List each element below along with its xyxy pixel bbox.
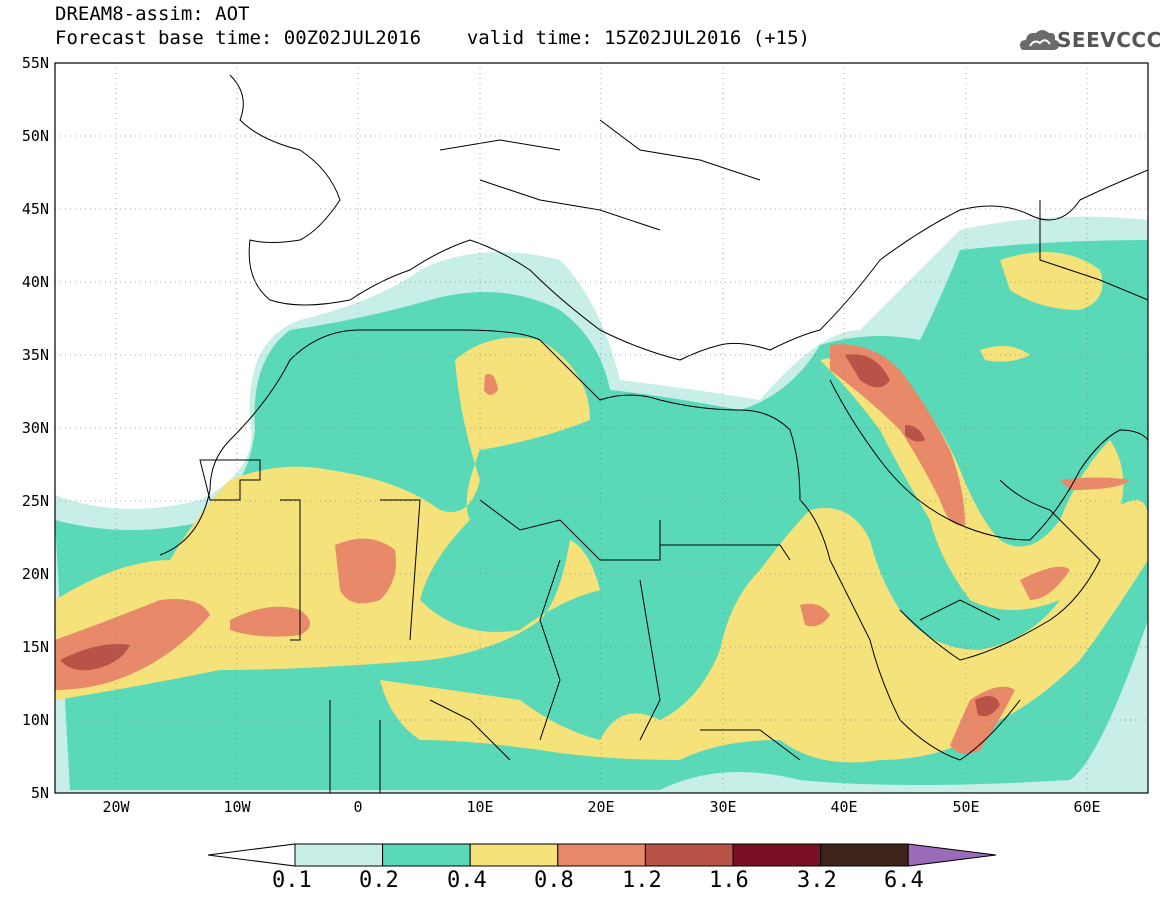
valid-time: valid time: 15Z02JUL2016 (+15) — [466, 27, 810, 49]
map-frame — [54, 62, 1149, 794]
colorbar-right-arrow — [907, 843, 997, 867]
colorbar-label: 1.2 — [622, 868, 662, 893]
lon-label: 10W — [223, 798, 251, 816]
lon-label: 20E — [587, 798, 614, 816]
lat-label: 10N — [22, 711, 49, 729]
colorbar-segment — [732, 843, 822, 867]
cloud-icon — [1020, 30, 1060, 50]
colorbar — [207, 843, 997, 867]
colorbar-label: 0.4 — [447, 868, 487, 893]
lon-label: 60E — [1073, 798, 1100, 816]
chart-title: DREAM8-assim: AOT — [55, 3, 250, 25]
colorbar-label: 6.4 — [884, 868, 924, 893]
lon-label: 30E — [709, 798, 736, 816]
graticule — [55, 63, 1148, 793]
colorbar-segment — [382, 843, 471, 867]
lat-label: 20N — [22, 565, 49, 583]
lat-label: 50N — [22, 127, 49, 145]
colorbar-left-arrow — [207, 843, 296, 867]
longitude-labels: 20W 10W 0 10E 20E 30E 40E 50E 60E — [102, 798, 1100, 816]
lat-label: 55N — [22, 54, 49, 72]
lat-label: 40N — [22, 273, 49, 291]
latitude-labels: 55N 50N 45N 40N 35N 30N 25N 20N 15N 10N … — [22, 54, 49, 802]
colorbar-segment — [557, 843, 646, 867]
colorbar-segment — [644, 843, 734, 867]
lat-label: 5N — [31, 784, 49, 802]
lat-label: 45N — [22, 200, 49, 218]
aot-fields — [55, 216, 1148, 793]
colorbar-label: 1.6 — [709, 868, 749, 893]
coastlines — [159, 74, 1148, 793]
lat-label: 35N — [22, 346, 49, 364]
colorbar-label: 0.8 — [534, 868, 574, 893]
lat-label: 30N — [22, 419, 49, 437]
lat-label: 25N — [22, 492, 49, 510]
colorbar-segment — [294, 843, 384, 867]
lon-label: 0 — [353, 798, 362, 816]
colorbar-label: 3.2 — [797, 868, 837, 893]
lon-label: 50E — [952, 798, 979, 816]
lon-label: 40E — [830, 798, 857, 816]
logo-text: SEEVCCC — [1057, 28, 1162, 52]
colorbar-segment — [469, 843, 559, 867]
forecast-base-time: Forecast base time: 00Z02JUL2016 — [55, 27, 422, 49]
colorbar-label: 0.1 — [272, 868, 312, 893]
lon-label: 20W — [102, 798, 130, 816]
colorbar-segment — [820, 843, 909, 867]
lat-label: 15N — [22, 638, 49, 656]
lon-label: 10E — [466, 798, 493, 816]
colorbar-label: 0.2 — [359, 868, 399, 893]
chart-subtitle: Forecast base time: 00Z02JUL2016 valid t… — [55, 27, 810, 49]
